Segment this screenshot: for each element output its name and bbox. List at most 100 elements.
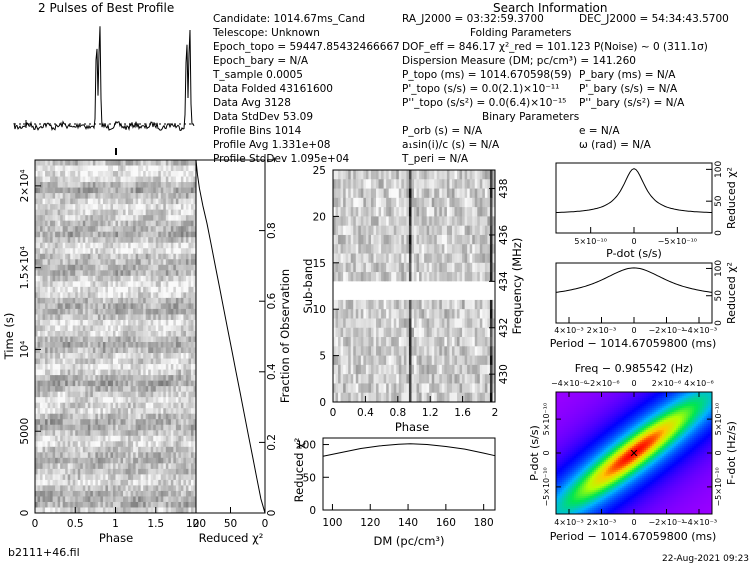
sb-cell (399, 207, 402, 217)
sb-cell (351, 207, 354, 217)
wf-cell (108, 491, 111, 497)
wf-cell (75, 188, 78, 194)
wf-cell (191, 248, 194, 254)
wf-cell (78, 463, 81, 469)
wf-cell (151, 287, 154, 293)
wf-cell (166, 210, 169, 216)
wf-cell (98, 342, 101, 348)
wf-cell (141, 414, 144, 420)
wf-cell (100, 430, 103, 436)
wf-cell (68, 381, 71, 387)
wf-cell (73, 309, 76, 315)
wf-cell (110, 337, 113, 343)
wf-cell (176, 381, 179, 387)
wf-cell (186, 474, 189, 480)
wf-cell (60, 204, 63, 210)
wf-cell (158, 458, 161, 464)
wf-cell (186, 331, 189, 337)
wf-cell (98, 408, 101, 414)
wf-cell (105, 392, 108, 398)
sb-cell (452, 207, 455, 217)
sb-cell (379, 235, 382, 245)
wf-cell (73, 364, 76, 370)
wf-cell (148, 232, 151, 238)
sb-cell (460, 170, 463, 180)
wf-cell (151, 265, 154, 271)
wf-cell (38, 270, 41, 276)
wf-cell (80, 474, 83, 480)
wf-cell (148, 182, 151, 188)
wf-cell (60, 425, 63, 431)
wf-cell (143, 447, 146, 453)
wf-cell (123, 381, 126, 387)
sb-cell (358, 235, 361, 245)
wf-cell (90, 491, 93, 497)
sb-cell (353, 244, 356, 254)
wf-cell (161, 259, 164, 265)
wf-cell (146, 331, 149, 337)
wf-cell (95, 381, 98, 387)
wf-cell (45, 177, 48, 183)
wf-cell (60, 303, 63, 309)
wf-cell (151, 314, 154, 320)
wf-cell (40, 364, 43, 370)
sb-cell (472, 170, 475, 180)
sb-cell (442, 216, 445, 226)
wf-cell (80, 204, 83, 210)
wf-cell (48, 243, 51, 249)
wf-cell (108, 243, 111, 249)
wf-cell (121, 298, 124, 304)
wf-cell (131, 474, 134, 480)
wf-cell (103, 237, 106, 243)
wf-cell (78, 474, 81, 480)
sb-cell (356, 291, 359, 301)
wf-cell (188, 232, 191, 238)
wf-cell (153, 463, 156, 469)
wf-cell (183, 441, 186, 447)
wf-cell (121, 276, 124, 282)
wf-cell (123, 232, 126, 238)
wf-cell (85, 221, 88, 227)
sb-cell (394, 179, 397, 189)
wf-cell (116, 414, 119, 420)
wf-cell (78, 270, 81, 276)
wf-cell (38, 392, 41, 398)
wf-cell (108, 414, 111, 420)
wf-cell (65, 370, 68, 376)
wf-cell (121, 270, 124, 276)
wf-cell (63, 496, 66, 502)
wf-cell (90, 320, 93, 326)
wf-cell (60, 491, 63, 497)
wf-cell (146, 447, 149, 453)
sb-cell (399, 170, 402, 180)
wf-cell (78, 491, 81, 497)
wf-cell (191, 353, 194, 359)
sb-cell (338, 216, 341, 226)
wf-cell (183, 292, 186, 298)
wf-cell (138, 331, 141, 337)
wf-cell (43, 353, 46, 359)
wf-cell (63, 265, 66, 271)
sb-cell (406, 272, 409, 282)
wf-cell (43, 309, 46, 315)
wf-cell (60, 414, 63, 420)
wf-cell (63, 359, 66, 365)
sb-cell (449, 170, 452, 180)
wf-cell (90, 221, 93, 227)
wf-cell (48, 430, 51, 436)
wf-cell (68, 375, 71, 381)
wf-cell (136, 375, 139, 381)
sb-cell (399, 244, 402, 254)
wf-cell (176, 425, 179, 431)
wf-cell (43, 386, 46, 392)
wf-cell (65, 403, 68, 409)
wf-cell (98, 375, 101, 381)
wf-cell (113, 496, 116, 502)
wf-cell (43, 359, 46, 365)
wf-cell (146, 474, 149, 480)
wf-cell (58, 314, 61, 320)
wf-cell (148, 491, 151, 497)
wf-cell (50, 447, 53, 453)
wf-cell (138, 408, 141, 414)
wf-cell (78, 342, 81, 348)
